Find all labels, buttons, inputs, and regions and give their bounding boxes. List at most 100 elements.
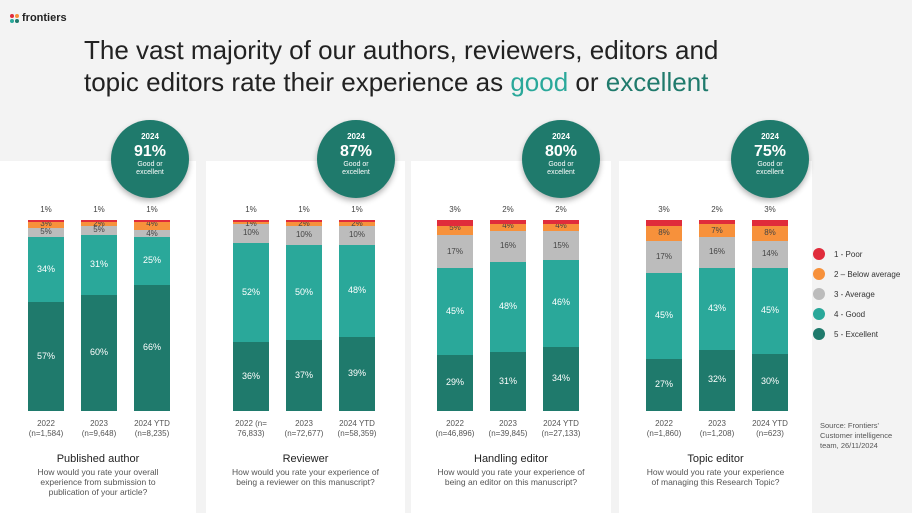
- page-title: The vast majority of our authors, review…: [84, 34, 844, 98]
- category-label: 2024 YTD (n=27,133): [533, 419, 589, 439]
- data-label: 16%: [499, 241, 516, 251]
- data-label: 45%: [654, 310, 673, 321]
- category-label-line: 2024 YTD: [339, 419, 375, 428]
- bar-segment-excellent: [699, 349, 735, 411]
- bar-segment-below_average: [437, 225, 473, 236]
- bar-segment-good: [490, 261, 526, 353]
- bar-segment-poor: [752, 220, 788, 226]
- data-label: 32%: [707, 374, 726, 385]
- category-label: 2022 (n=1,584): [18, 419, 74, 439]
- bar-segment-excellent: [134, 284, 170, 411]
- title-excellent: excellent: [605, 67, 709, 97]
- category-label: 2024 YTD (n=58,359): [329, 419, 385, 439]
- category-label-line: (n=39,845): [488, 429, 528, 438]
- bar-segment-below_average: [490, 223, 526, 232]
- bar-segment-poor: [81, 220, 117, 222]
- summary-badge: 2024 80% Good or excellent: [522, 120, 600, 198]
- data-label: 45%: [760, 304, 779, 315]
- category-label: 2023 (n=72,677): [276, 419, 332, 439]
- bar-segment-excellent: [543, 346, 579, 411]
- bar-segment-good: [437, 268, 473, 356]
- data-label: 3%: [40, 218, 52, 228]
- category-label: 2024 YTD (n=623): [742, 419, 798, 439]
- data-label: 1%: [245, 218, 257, 228]
- bar-segment-average: [490, 231, 526, 262]
- category-label: 2023 (n=1,208): [689, 419, 745, 439]
- summary-badge: 2024 91% Good or excellent: [111, 120, 189, 198]
- category-label-line: (n=1,584): [28, 429, 64, 438]
- category-label-line: (n=623): [756, 429, 784, 438]
- data-label: 31%: [498, 375, 517, 386]
- data-label: 30%: [760, 376, 779, 387]
- data-label: 2%: [711, 205, 723, 214]
- data-label: 2%: [351, 218, 363, 228]
- bar-segment-average: [233, 223, 269, 243]
- data-label: 3%: [449, 205, 461, 214]
- bar-segment-below_average: [81, 221, 117, 226]
- data-label: 43%: [707, 302, 726, 313]
- data-label: 2%: [502, 205, 514, 214]
- bar-segment-poor: [134, 220, 170, 222]
- data-label: 45%: [445, 305, 464, 316]
- category-label-line: 76,833): [237, 429, 265, 438]
- data-label: 2%: [298, 218, 310, 228]
- category-label: 2023 (n=9,648): [71, 419, 127, 439]
- bar-segment-excellent: [286, 340, 322, 411]
- data-label: 5%: [93, 224, 105, 234]
- bar-segment-below_average: [134, 221, 170, 230]
- legend-swatch-poor: [813, 248, 825, 260]
- data-label: 17%: [655, 252, 672, 262]
- badge-label: Good or excellent: [342, 161, 370, 176]
- title-mid: or: [568, 67, 606, 97]
- logo-text: frontiers: [22, 12, 67, 24]
- data-label: 7%: [711, 225, 723, 235]
- category-label: 2022 (n=46,896): [427, 419, 483, 439]
- bar-segment-good: [339, 244, 375, 337]
- category-label-line: 2023: [90, 419, 108, 428]
- bar-segment-good: [28, 237, 64, 303]
- category-label-line: 2022: [37, 419, 55, 428]
- bar-segment-below_average: [699, 223, 735, 238]
- data-label: 3%: [658, 205, 670, 214]
- source-note: Source: Frontiers' Customer intelligence…: [820, 421, 893, 450]
- summary-badge: 2024 87% Good or excellent: [317, 120, 395, 198]
- bar-segment-average: [81, 225, 117, 236]
- bar-segment-average: [699, 237, 735, 268]
- data-label: 8%: [764, 228, 776, 238]
- legend-label: 1 - Poor: [834, 249, 863, 259]
- panel-question: How would you rate your experience of ma…: [646, 467, 785, 487]
- data-label: 27%: [654, 379, 673, 390]
- data-label: 37%: [294, 369, 313, 380]
- data-label: 1%: [245, 205, 257, 214]
- bar-segment-poor: [28, 220, 64, 222]
- data-label: 50%: [294, 286, 313, 297]
- data-label: 46%: [551, 297, 570, 308]
- category-label-line: (n=9,648): [81, 429, 117, 438]
- bar-segment-good: [81, 235, 117, 296]
- data-label: 25%: [142, 255, 161, 266]
- data-label: 66%: [142, 341, 161, 352]
- panel-question: How would you rate your experience of be…: [437, 467, 585, 487]
- bar-segment-good: [752, 267, 788, 354]
- bar-segment-average: [752, 241, 788, 268]
- bar-segment-poor: [339, 220, 375, 222]
- data-label: 1%: [40, 205, 52, 214]
- badge-year: 2024: [761, 132, 779, 141]
- data-label: 52%: [241, 286, 260, 297]
- legend-label: 2 – Below average: [834, 269, 901, 279]
- bar-segment-average: [437, 235, 473, 269]
- bar-segment-average: [543, 231, 579, 260]
- data-label: 14%: [761, 249, 778, 259]
- legend-swatch-excellent: [813, 328, 825, 340]
- data-label: 60%: [89, 347, 108, 358]
- category-label-line: 2022: [655, 419, 673, 428]
- bar-segment-good: [233, 242, 269, 343]
- bar-segment-average: [28, 227, 64, 238]
- category-label-line: (n=1,208): [699, 429, 735, 438]
- bar-segment-poor: [286, 220, 322, 222]
- panel-question: How would you rate your experience of be…: [232, 467, 379, 487]
- bar-segment-below_average: [752, 225, 788, 241]
- legend-item-poor: 1 - Poor: [813, 244, 900, 264]
- legend-item-excellent: 5 - Excellent: [813, 324, 900, 344]
- category-label-line: (n=58,359): [337, 429, 377, 438]
